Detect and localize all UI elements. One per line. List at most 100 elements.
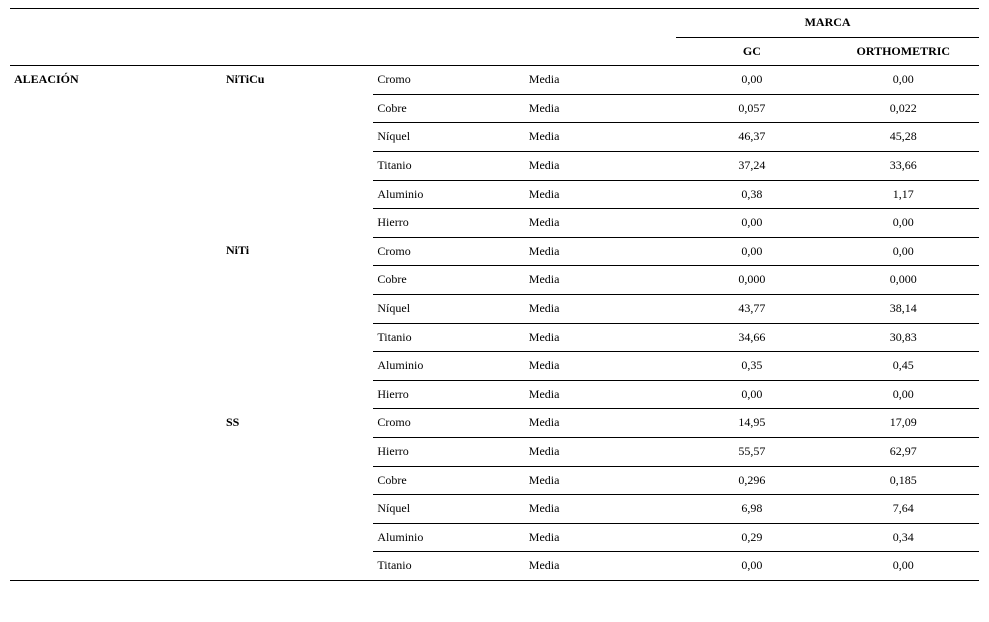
stat-label: Media	[525, 123, 676, 152]
stat-label: Media	[525, 380, 676, 409]
table-row: TitanioMedia0,000,00	[10, 552, 979, 581]
alloy-name	[222, 209, 373, 238]
table-row: CobreMedia0,0000,000	[10, 266, 979, 295]
value-orthometric: 0,00	[828, 552, 979, 581]
row-group-label	[10, 209, 222, 238]
value-gc: 6,98	[676, 495, 827, 524]
stat-label: Media	[525, 294, 676, 323]
header-spacer	[222, 37, 373, 66]
table-row: TitanioMedia37,2433,66	[10, 151, 979, 180]
table-row: ALEACIÓNNiTiCuCromoMedia0,000,00	[10, 66, 979, 95]
row-group-label	[10, 266, 222, 295]
element-name: Cobre	[373, 94, 524, 123]
table-row: NíquelMedia43,7738,14	[10, 294, 979, 323]
value-orthometric: 38,14	[828, 294, 979, 323]
element-name: Aluminio	[373, 180, 524, 209]
element-name: Aluminio	[373, 352, 524, 381]
row-group-label	[10, 94, 222, 123]
value-gc: 0,00	[676, 552, 827, 581]
stat-label: Media	[525, 323, 676, 352]
value-gc: 0,000	[676, 266, 827, 295]
row-group-label	[10, 294, 222, 323]
table-row: AluminioMedia0,381,17	[10, 180, 979, 209]
row-group-label: ALEACIÓN	[10, 66, 222, 95]
table-row: NíquelMedia46,3745,28	[10, 123, 979, 152]
element-name: Aluminio	[373, 523, 524, 552]
header-col-gc: GC	[676, 37, 827, 66]
value-gc: 0,00	[676, 237, 827, 266]
value-orthometric: 0,00	[828, 380, 979, 409]
alloy-name	[222, 123, 373, 152]
header-spacer	[222, 9, 373, 38]
alloy-name: NiTi	[222, 237, 373, 266]
value-orthometric: 0,185	[828, 466, 979, 495]
element-name: Níquel	[373, 294, 524, 323]
alloy-name	[222, 266, 373, 295]
value-gc: 0,29	[676, 523, 827, 552]
element-name: Titanio	[373, 552, 524, 581]
row-group-label	[10, 323, 222, 352]
header-super-marca: MARCA	[676, 9, 979, 38]
alloy-name	[222, 552, 373, 581]
table-row: HierroMedia0,000,00	[10, 209, 979, 238]
alloy-name	[222, 151, 373, 180]
header-spacer	[10, 37, 222, 66]
value-orthometric: 1,17	[828, 180, 979, 209]
value-orthometric: 0,000	[828, 266, 979, 295]
row-group-label	[10, 552, 222, 581]
row-group-label	[10, 409, 222, 438]
element-name: Níquel	[373, 123, 524, 152]
value-gc: 0,00	[676, 66, 827, 95]
alloy-name: SS	[222, 409, 373, 438]
value-gc: 0,00	[676, 380, 827, 409]
row-group-label	[10, 523, 222, 552]
alloy-name	[222, 466, 373, 495]
value-gc: 0,296	[676, 466, 827, 495]
stat-label: Media	[525, 66, 676, 95]
header-spacer	[525, 37, 676, 66]
value-orthometric: 0,00	[828, 237, 979, 266]
element-name: Cromo	[373, 409, 524, 438]
element-name: Níquel	[373, 495, 524, 524]
table-row: NiTiCromoMedia0,000,00	[10, 237, 979, 266]
element-name: Cobre	[373, 466, 524, 495]
stat-label: Media	[525, 495, 676, 524]
row-group-label	[10, 352, 222, 381]
stat-label: Media	[525, 180, 676, 209]
row-group-label	[10, 495, 222, 524]
value-orthometric: 0,022	[828, 94, 979, 123]
table-row: HierroMedia0,000,00	[10, 380, 979, 409]
stat-label: Media	[525, 237, 676, 266]
header-spacer	[373, 9, 524, 38]
table-row: CobreMedia0,2960,185	[10, 466, 979, 495]
value-orthometric: 7,64	[828, 495, 979, 524]
alloy-name: NiTiCu	[222, 66, 373, 95]
alloy-name	[222, 352, 373, 381]
stat-label: Media	[525, 94, 676, 123]
value-gc: 0,00	[676, 209, 827, 238]
value-orthometric: 0,45	[828, 352, 979, 381]
table-row: TitanioMedia34,6630,83	[10, 323, 979, 352]
row-group-label	[10, 380, 222, 409]
value-gc: 14,95	[676, 409, 827, 438]
alloy-composition-table: MARCA GC ORTHOMETRIC ALEACIÓNNiTiCuCromo…	[10, 8, 979, 581]
value-orthometric: 0,34	[828, 523, 979, 552]
row-group-label	[10, 123, 222, 152]
alloy-name	[222, 94, 373, 123]
table-row: HierroMedia55,5762,97	[10, 437, 979, 466]
table-row: SSCromoMedia14,9517,09	[10, 409, 979, 438]
value-orthometric: 62,97	[828, 437, 979, 466]
row-group-label	[10, 180, 222, 209]
element-name: Hierro	[373, 380, 524, 409]
stat-label: Media	[525, 151, 676, 180]
alloy-name	[222, 294, 373, 323]
alloy-name	[222, 437, 373, 466]
stat-label: Media	[525, 209, 676, 238]
table-row: AluminioMedia0,290,34	[10, 523, 979, 552]
row-group-label	[10, 237, 222, 266]
element-name: Hierro	[373, 209, 524, 238]
row-group-label	[10, 437, 222, 466]
value-gc: 46,37	[676, 123, 827, 152]
value-gc: 55,57	[676, 437, 827, 466]
value-orthometric: 0,00	[828, 66, 979, 95]
